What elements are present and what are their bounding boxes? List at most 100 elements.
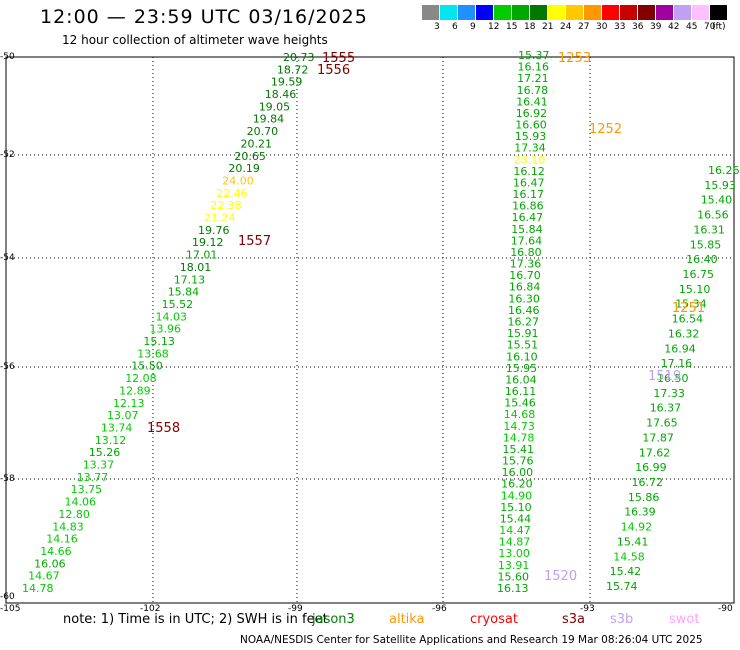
pass-label-1252: 1252 bbox=[589, 122, 622, 137]
left-track-value: 14.06 bbox=[65, 496, 97, 509]
left-track-value: 12.89 bbox=[119, 384, 151, 397]
left-track-value: 22.46 bbox=[216, 187, 248, 200]
middle-track-value: 16.12 bbox=[513, 165, 545, 178]
colorbar-label: 9 bbox=[470, 22, 476, 32]
middle-track-value: 15.93 bbox=[515, 130, 547, 143]
middle-track-value: 14.78 bbox=[503, 431, 535, 444]
middle-track-value: 13.91 bbox=[498, 559, 530, 572]
left-track-value: 19.84 bbox=[253, 113, 285, 126]
colorbar-label: 6 bbox=[452, 22, 458, 32]
colorbar-swatch bbox=[674, 5, 691, 20]
colorbar-swatch bbox=[584, 5, 601, 20]
left-track-value: 17.13 bbox=[174, 273, 206, 286]
left-track-value: 15.50 bbox=[131, 360, 163, 373]
left-track-value: 15.13 bbox=[143, 335, 175, 348]
middle-track-value: 16.92 bbox=[516, 107, 548, 120]
colorbar-swatch bbox=[476, 5, 493, 20]
middle-track-value: 15.10 bbox=[500, 501, 532, 514]
right-track-value: 15.10 bbox=[679, 283, 711, 296]
lon-tick-99: -99 bbox=[288, 604, 303, 614]
middle-track-value: 16.27 bbox=[508, 316, 540, 329]
colorbar-label: 24 bbox=[560, 22, 572, 32]
middle-track-value: 16.86 bbox=[512, 200, 544, 213]
middle-track-value: 16.30 bbox=[508, 292, 540, 305]
right-track-value: 15.85 bbox=[690, 238, 722, 251]
left-track-value: 16.06 bbox=[34, 557, 66, 570]
right-track-value: 15.86 bbox=[628, 491, 660, 504]
left-track-value: 14.03 bbox=[156, 310, 188, 323]
middle-track-value: 23.10 bbox=[514, 153, 546, 166]
right-track-value: 16.54 bbox=[672, 313, 704, 326]
pass-label-1519: 1519 bbox=[648, 369, 681, 384]
left-track-value: 19.05 bbox=[259, 100, 291, 113]
colorbar-swatch bbox=[602, 5, 619, 20]
left-track-value: 14.83 bbox=[52, 520, 84, 533]
middle-track-value: 16.41 bbox=[516, 95, 548, 108]
colorbar-label: 70 bbox=[704, 22, 716, 32]
colorbar-swatch bbox=[512, 5, 529, 20]
left-track-value: 20.65 bbox=[234, 150, 266, 163]
middle-track-value: 17.64 bbox=[511, 234, 543, 247]
right-track-value: 16.26 bbox=[708, 164, 740, 177]
middle-track-value: 15.41 bbox=[503, 443, 535, 456]
left-track-value: 15.26 bbox=[89, 446, 121, 459]
middle-track-value: 16.60 bbox=[515, 119, 547, 132]
middle-track-value: 14.90 bbox=[501, 489, 533, 502]
right-track-value: 16.72 bbox=[632, 476, 664, 489]
left-track-value: 19.76 bbox=[198, 224, 230, 237]
right-track-value: 16.94 bbox=[664, 342, 696, 355]
middle-track-value: 15.51 bbox=[507, 339, 538, 352]
left-track-value: 21.24 bbox=[204, 212, 236, 225]
plot-frame bbox=[5, 56, 735, 604]
middle-track-value: 14.73 bbox=[503, 420, 535, 433]
left-track-value: 24.00 bbox=[222, 175, 254, 188]
colorbar-swatch bbox=[656, 5, 673, 20]
chart-subtitle: 12 hour collection of altimeter wave hei… bbox=[62, 33, 328, 47]
credit-line: NOAA/NESDIS Center for Satellite Applica… bbox=[240, 634, 703, 646]
satellite-legend-cryosat: cryosat bbox=[470, 612, 518, 627]
middle-track-value: 14.47 bbox=[499, 524, 531, 537]
left-track-value: 13.07 bbox=[107, 409, 139, 422]
left-track-value: 20.73 bbox=[283, 51, 315, 64]
middle-track-value: 14.87 bbox=[499, 536, 531, 549]
lat-tick-52: -52 bbox=[0, 150, 15, 160]
middle-track-value: 15.46 bbox=[504, 397, 536, 410]
left-track-value: 20.21 bbox=[241, 137, 273, 150]
satellite-legend-swot: swot bbox=[669, 612, 700, 627]
middle-track-value: 15.60 bbox=[498, 570, 530, 583]
pass-label-1520: 1520 bbox=[544, 569, 577, 584]
right-track-value: 16.31 bbox=[693, 223, 725, 236]
colorbar-swatch bbox=[422, 5, 439, 20]
right-track-value: 15.41 bbox=[617, 535, 649, 548]
left-track-value: 13.75 bbox=[71, 483, 103, 496]
lat-tick-54: -54 bbox=[0, 253, 15, 263]
colorbar-label: 21 bbox=[542, 22, 554, 32]
right-track-value: 15.74 bbox=[606, 580, 638, 593]
graticule bbox=[6, 57, 734, 603]
left-track-value: 22.38 bbox=[210, 199, 242, 212]
pass-label-1556: 1556 bbox=[317, 63, 350, 78]
right-track-value: 15.40 bbox=[701, 194, 733, 207]
left-track-value: 14.67 bbox=[28, 570, 59, 583]
middle-track-value: 15.95 bbox=[506, 362, 538, 375]
pass-number-labels: 1555 1556 1557 1558 1253 1252 1251 1519 … bbox=[147, 51, 705, 584]
satellite-legend-altika: altika bbox=[389, 612, 425, 627]
lon-tick-105: -105 bbox=[0, 604, 21, 614]
lon-tick-102: -102 bbox=[140, 604, 161, 614]
lat-tick-60: -60 bbox=[0, 592, 15, 602]
right-track-value: 14.92 bbox=[621, 521, 653, 534]
right-track-value: 16.32 bbox=[668, 327, 700, 340]
left-track-value: 15.84 bbox=[168, 286, 200, 299]
middle-track-value: 16.80 bbox=[510, 246, 542, 259]
pass-label-1558: 1558 bbox=[147, 421, 180, 436]
left-track-value: 12.80 bbox=[58, 508, 90, 521]
middle-track-value: 14.68 bbox=[504, 408, 536, 421]
colorbar-label: 27 bbox=[578, 22, 590, 32]
middle-track-value: 16.17 bbox=[513, 188, 545, 201]
pass-label-1251: 1251 bbox=[672, 301, 705, 316]
colorbar-label: 36 bbox=[632, 22, 644, 32]
colorbar-swatch bbox=[710, 5, 727, 20]
satellite-legend-jason3: jason3 bbox=[312, 612, 355, 627]
colorbar-swatch bbox=[692, 5, 709, 20]
